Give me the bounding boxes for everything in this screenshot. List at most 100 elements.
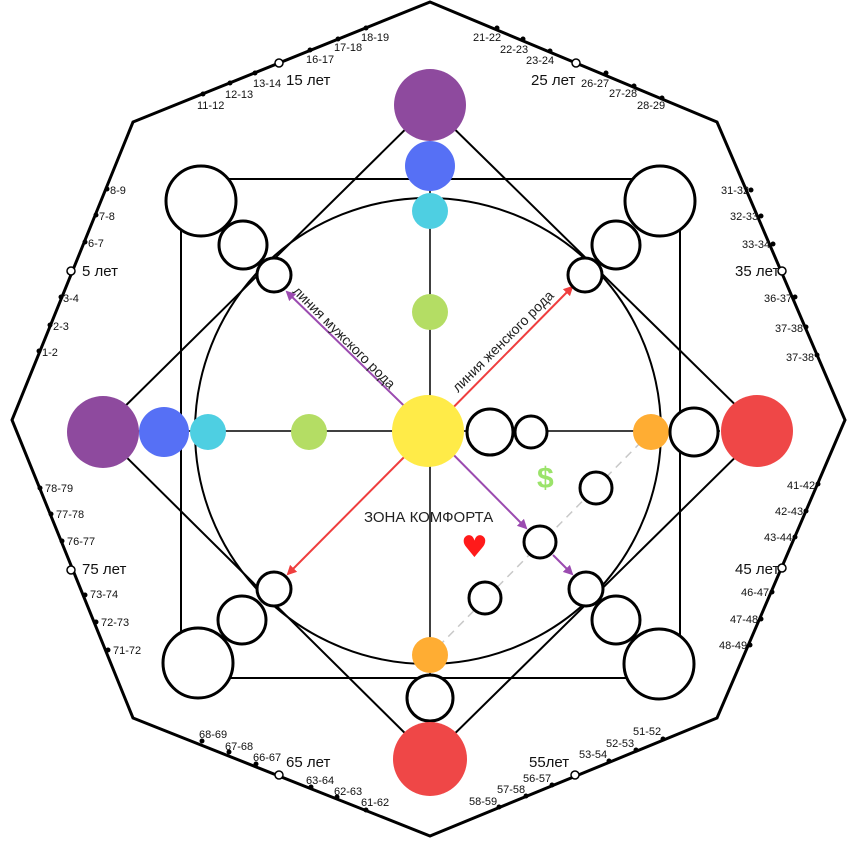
svg-text:35 лет: 35 лет <box>735 263 779 280</box>
bl-corner-small <box>255 570 293 608</box>
svg-text:72-73: 72-73 <box>101 617 129 629</box>
svg-text:12-13: 12-13 <box>225 89 253 101</box>
ages-left-lower: 71-72 72-73 73-74 76-77 77-78 78-79 <box>37 483 141 657</box>
tr-corner-small <box>566 256 604 294</box>
ages-top-right: 21-22 22-23 23-24 26-27 27-28 28-29 <box>473 25 665 112</box>
svg-text:2-3: 2-3 <box>53 321 69 333</box>
age-marker-15: 15 лет <box>274 58 330 89</box>
svg-text:5 лет: 5 лет <box>82 263 118 280</box>
svg-text:78-79: 78-79 <box>45 483 73 495</box>
left-green-circle <box>291 414 327 450</box>
age-marker-55: 55лет <box>529 754 580 780</box>
age-marker-75: 75 лет <box>66 561 126 578</box>
ages-right-lower: 41-42 42-43 43-44 46-47 47-48 48-49 <box>719 480 821 652</box>
left-purple-circle <box>67 396 139 468</box>
dollar-icon: $ <box>537 462 554 495</box>
svg-text:48-49: 48-49 <box>719 640 747 652</box>
svg-text:28-29: 28-29 <box>637 100 665 112</box>
svg-text:26-27: 26-27 <box>581 78 609 90</box>
heart-icon: ♥ <box>461 530 488 565</box>
svg-text:43-44: 43-44 <box>764 532 792 544</box>
svg-text:27-28: 27-28 <box>609 88 637 100</box>
svg-text:7-8: 7-8 <box>99 211 115 223</box>
ages-bottom-left: 61-62 62-63 63-64 66-67 67-68 68-69 <box>199 729 389 813</box>
center-yellow-circle <box>392 395 464 467</box>
right-white-circle-3 <box>668 406 720 458</box>
svg-text:76-77: 76-77 <box>67 536 95 548</box>
tr-corner-mid <box>590 219 642 271</box>
lower-right-arrow-2 <box>552 554 574 576</box>
svg-text:23-24: 23-24 <box>526 55 554 67</box>
bottom-red-circle <box>393 722 467 796</box>
br-corner-small <box>567 570 605 608</box>
svg-text:32-33: 32-33 <box>730 211 758 223</box>
svg-text:13-14: 13-14 <box>253 78 281 90</box>
svg-text:45 лет: 45 лет <box>735 561 779 578</box>
bl-corner-mid <box>216 594 268 646</box>
top-purple-circle <box>394 69 466 141</box>
svg-text:17-18: 17-18 <box>334 42 362 54</box>
comfort-zone-label: ЗОНА КОМФОРТА <box>364 509 493 526</box>
svg-text:8-9: 8-9 <box>110 185 126 197</box>
svg-text:56-57: 56-57 <box>523 773 551 785</box>
svg-text:16-17: 16-17 <box>306 54 334 66</box>
svg-text:47-48: 47-48 <box>730 614 758 626</box>
right-orange-circle <box>633 414 669 450</box>
svg-text:58-59: 58-59 <box>469 796 497 808</box>
inner-white-circle-c <box>467 580 503 616</box>
bl-corner-big <box>161 626 235 700</box>
left-cyan-circle <box>190 414 226 450</box>
tr-corner-big <box>623 164 697 238</box>
br-corner-big <box>622 627 696 701</box>
svg-text:15 лет: 15 лет <box>286 72 330 89</box>
svg-text:31-32: 31-32 <box>721 185 749 197</box>
svg-text:18-19: 18-19 <box>361 32 389 44</box>
svg-text:3-4: 3-4 <box>63 293 79 305</box>
bottom-white-circle <box>405 673 455 723</box>
svg-text:52-53: 52-53 <box>606 738 634 750</box>
right-white-circle-1 <box>465 407 515 457</box>
bottom-orange-circle <box>412 637 448 673</box>
svg-text:57-58: 57-58 <box>497 784 525 796</box>
top-blue-circle <box>405 141 455 191</box>
top-green-circle <box>412 294 448 330</box>
svg-text:41-42: 41-42 <box>787 480 815 492</box>
right-red-circle <box>721 395 793 467</box>
svg-text:6-7: 6-7 <box>88 238 104 250</box>
age-marker-5: 5 лет <box>66 263 118 280</box>
svg-text:1-2: 1-2 <box>42 347 58 359</box>
female-line-label: линия женского рода <box>449 287 557 395</box>
svg-text:65 лет: 65 лет <box>286 754 330 771</box>
svg-text:75 лет: 75 лет <box>82 561 126 578</box>
svg-text:46-47: 46-47 <box>741 587 769 599</box>
age-marker-25: 25 лет <box>531 58 581 89</box>
svg-text:63-64: 63-64 <box>306 775 334 787</box>
svg-text:11-12: 11-12 <box>197 100 224 112</box>
svg-text:62-63: 62-63 <box>334 786 362 798</box>
inner-white-circle-b <box>522 524 558 560</box>
svg-text:68-69: 68-69 <box>199 729 227 741</box>
svg-text:42-43: 42-43 <box>775 506 803 518</box>
outer-octagon <box>10 0 847 838</box>
ages-top-left: 11-12 12-13 13-14 16-17 17-18 18-19 <box>197 25 389 112</box>
tl-corner-mid <box>217 219 269 271</box>
svg-text:53-54: 53-54 <box>579 749 607 761</box>
ages-right-upper: 31-32 32-33 33-34 36-37 37-38 37-38 <box>721 185 820 364</box>
svg-text:25 лет: 25 лет <box>531 72 575 89</box>
svg-text:36-37: 36-37 <box>764 293 792 305</box>
ages-bottom-right: 51-52 52-53 53-54 56-57 57-58 58-59 <box>469 726 666 810</box>
right-white-circle-2 <box>513 414 549 450</box>
tl-corner-small <box>255 256 293 294</box>
svg-text:51-52: 51-52 <box>633 726 661 738</box>
svg-text:33-34: 33-34 <box>742 239 770 251</box>
svg-text:67-68: 67-68 <box>225 741 253 753</box>
svg-text:37-38: 37-38 <box>786 352 814 364</box>
inner-white-circle-a <box>578 470 614 506</box>
svg-text:22-23: 22-23 <box>500 44 528 56</box>
male-line-label: линия мужского рода <box>290 283 399 392</box>
tl-corner-big <box>164 164 238 238</box>
top-cyan-circle <box>412 193 448 229</box>
svg-text:73-74: 73-74 <box>90 589 118 601</box>
